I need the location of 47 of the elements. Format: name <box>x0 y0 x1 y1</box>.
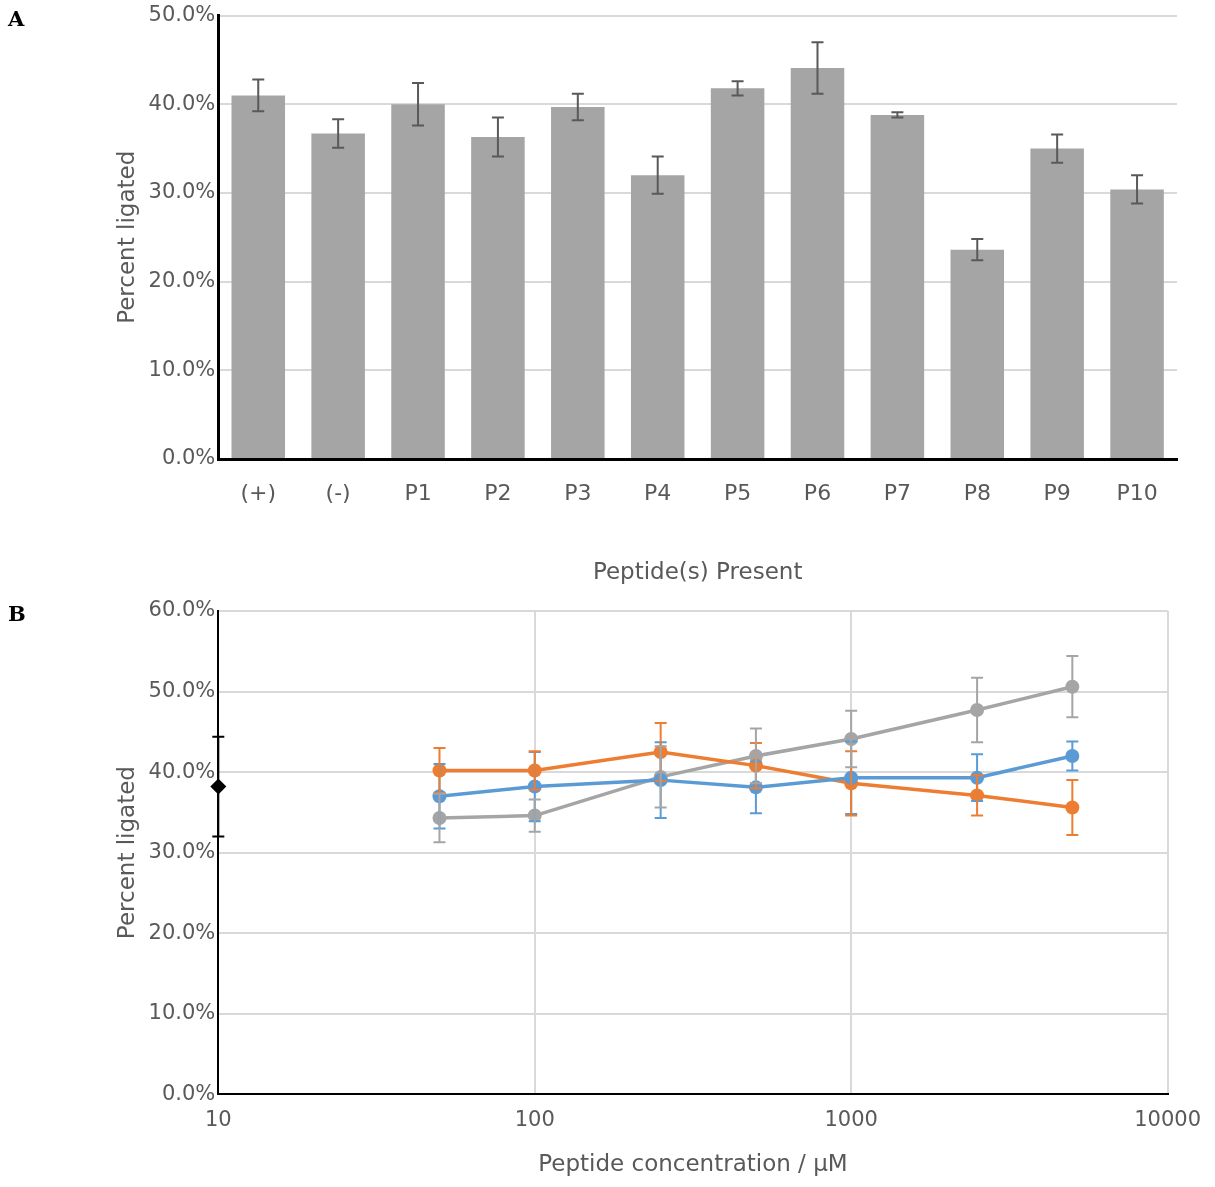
bar <box>311 133 365 458</box>
bar <box>471 137 525 458</box>
y-tick-label: 0.0% <box>161 445 216 470</box>
y-tick-label: 40.0% <box>148 90 216 115</box>
x-tick-label: P3 <box>564 479 592 505</box>
bar <box>1030 148 1084 458</box>
bar <box>790 67 845 458</box>
y-tick-label: 30.0% <box>148 179 216 204</box>
bar <box>870 114 925 458</box>
y-tick-label: 60.0% <box>148 597 216 622</box>
x-tick-label: P9 <box>1043 479 1071 505</box>
x-tick-label: 10 <box>204 1107 232 1132</box>
bar <box>1110 189 1164 458</box>
x-tick-label: P2 <box>484 479 512 505</box>
x-tick-label: P7 <box>883 479 912 505</box>
bar <box>391 104 445 458</box>
x-tick-label: P6 <box>803 479 832 505</box>
y-tick-label: 50.0% <box>148 2 216 27</box>
bar <box>231 95 286 458</box>
y-tick-label: 30.0% <box>148 839 216 864</box>
x-tick-label: P4 <box>644 479 672 505</box>
y-tick-label: 20.0% <box>148 268 216 293</box>
bar <box>630 175 685 458</box>
y-axis-title: Percent ligated <box>112 150 139 324</box>
y-tick-label: 50.0% <box>148 677 216 702</box>
y-tick-label: 10.0% <box>148 356 216 381</box>
text: B <box>8 601 26 626</box>
x-tick-label: P10 <box>1116 479 1158 505</box>
text: A <box>8 6 25 31</box>
y-axis-title: Percent ligated <box>112 766 139 940</box>
x-tick-label: P5 <box>723 479 752 505</box>
x-tick-label: 1000 <box>824 1107 878 1132</box>
bar <box>950 249 1005 458</box>
x-axis-title: Peptide(s) Present <box>592 558 803 585</box>
y-tick-label: 20.0% <box>148 919 216 944</box>
x-tick-label: 10000 <box>1134 1107 1201 1132</box>
x-tick-label: 100 <box>514 1107 555 1132</box>
x-tick-label: (+) <box>240 479 277 505</box>
y-tick-label: 0.0% <box>161 1080 216 1105</box>
x-tick-label: P8 <box>963 479 991 505</box>
x-tick-label: P1 <box>404 479 432 505</box>
x-axis-title: Peptide concentration / µM <box>538 1150 848 1177</box>
x-tick-label: (-) <box>325 479 351 505</box>
bar <box>551 106 605 458</box>
y-tick-label: 40.0% <box>148 758 216 783</box>
bar <box>710 88 765 458</box>
y-tick-label: 10.0% <box>148 1000 216 1025</box>
